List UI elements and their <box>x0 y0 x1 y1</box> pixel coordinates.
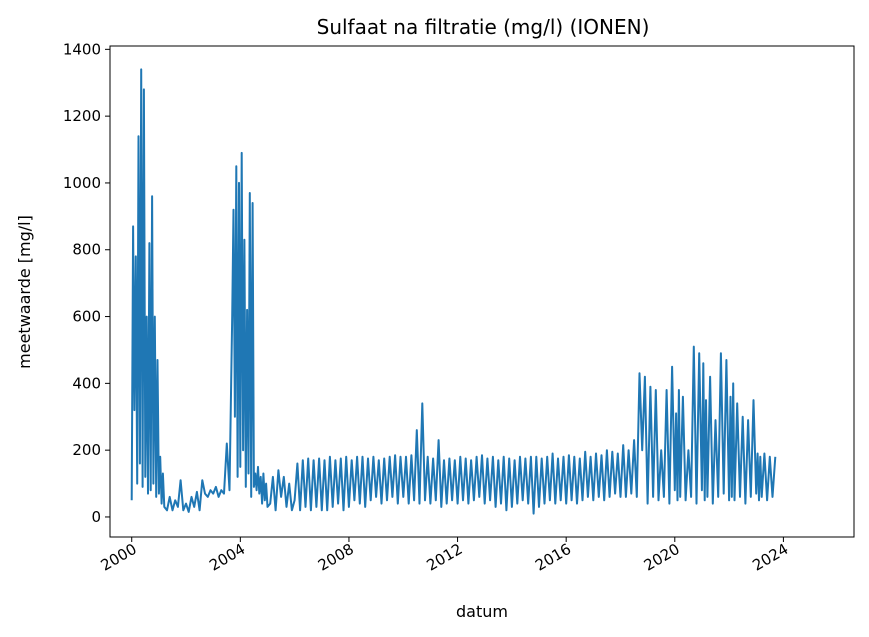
y-tick-label: 1400 <box>63 40 101 58</box>
y-tick-label: 800 <box>72 241 101 259</box>
x-tick-label: 2004 <box>206 540 248 575</box>
chart-title: Sulfaat na filtratie (mg/l) (IONEN) <box>317 15 650 39</box>
x-tick-label: 2012 <box>423 540 465 575</box>
y-tick-label: 600 <box>72 308 101 326</box>
y-tick-label: 1200 <box>63 107 101 125</box>
y-axis-ticks: 0 200 400 600 800 1000 1200 1400 <box>63 40 110 526</box>
x-tick-label: 2016 <box>532 540 574 575</box>
x-tick-label: 2024 <box>749 540 791 575</box>
y-tick-label: 400 <box>72 374 101 392</box>
plot-frame <box>109 45 855 538</box>
series-line-0 <box>130 68 777 515</box>
x-axis-ticks: 2000 2004 2008 2012 2016 2020 2024 <box>98 537 791 575</box>
y-axis-label: meetwaarde [mg/l] <box>15 215 34 369</box>
x-axis-label: datum <box>456 602 508 621</box>
y-tick-label: 200 <box>72 441 101 459</box>
x-tick-label: 2000 <box>98 540 140 575</box>
y-tick-label: 1000 <box>63 174 101 192</box>
y-tick-label: 0 <box>91 508 101 526</box>
series-line-group <box>130 68 777 515</box>
x-tick-label: 2020 <box>641 540 683 575</box>
x-tick-label: 2008 <box>315 540 357 575</box>
